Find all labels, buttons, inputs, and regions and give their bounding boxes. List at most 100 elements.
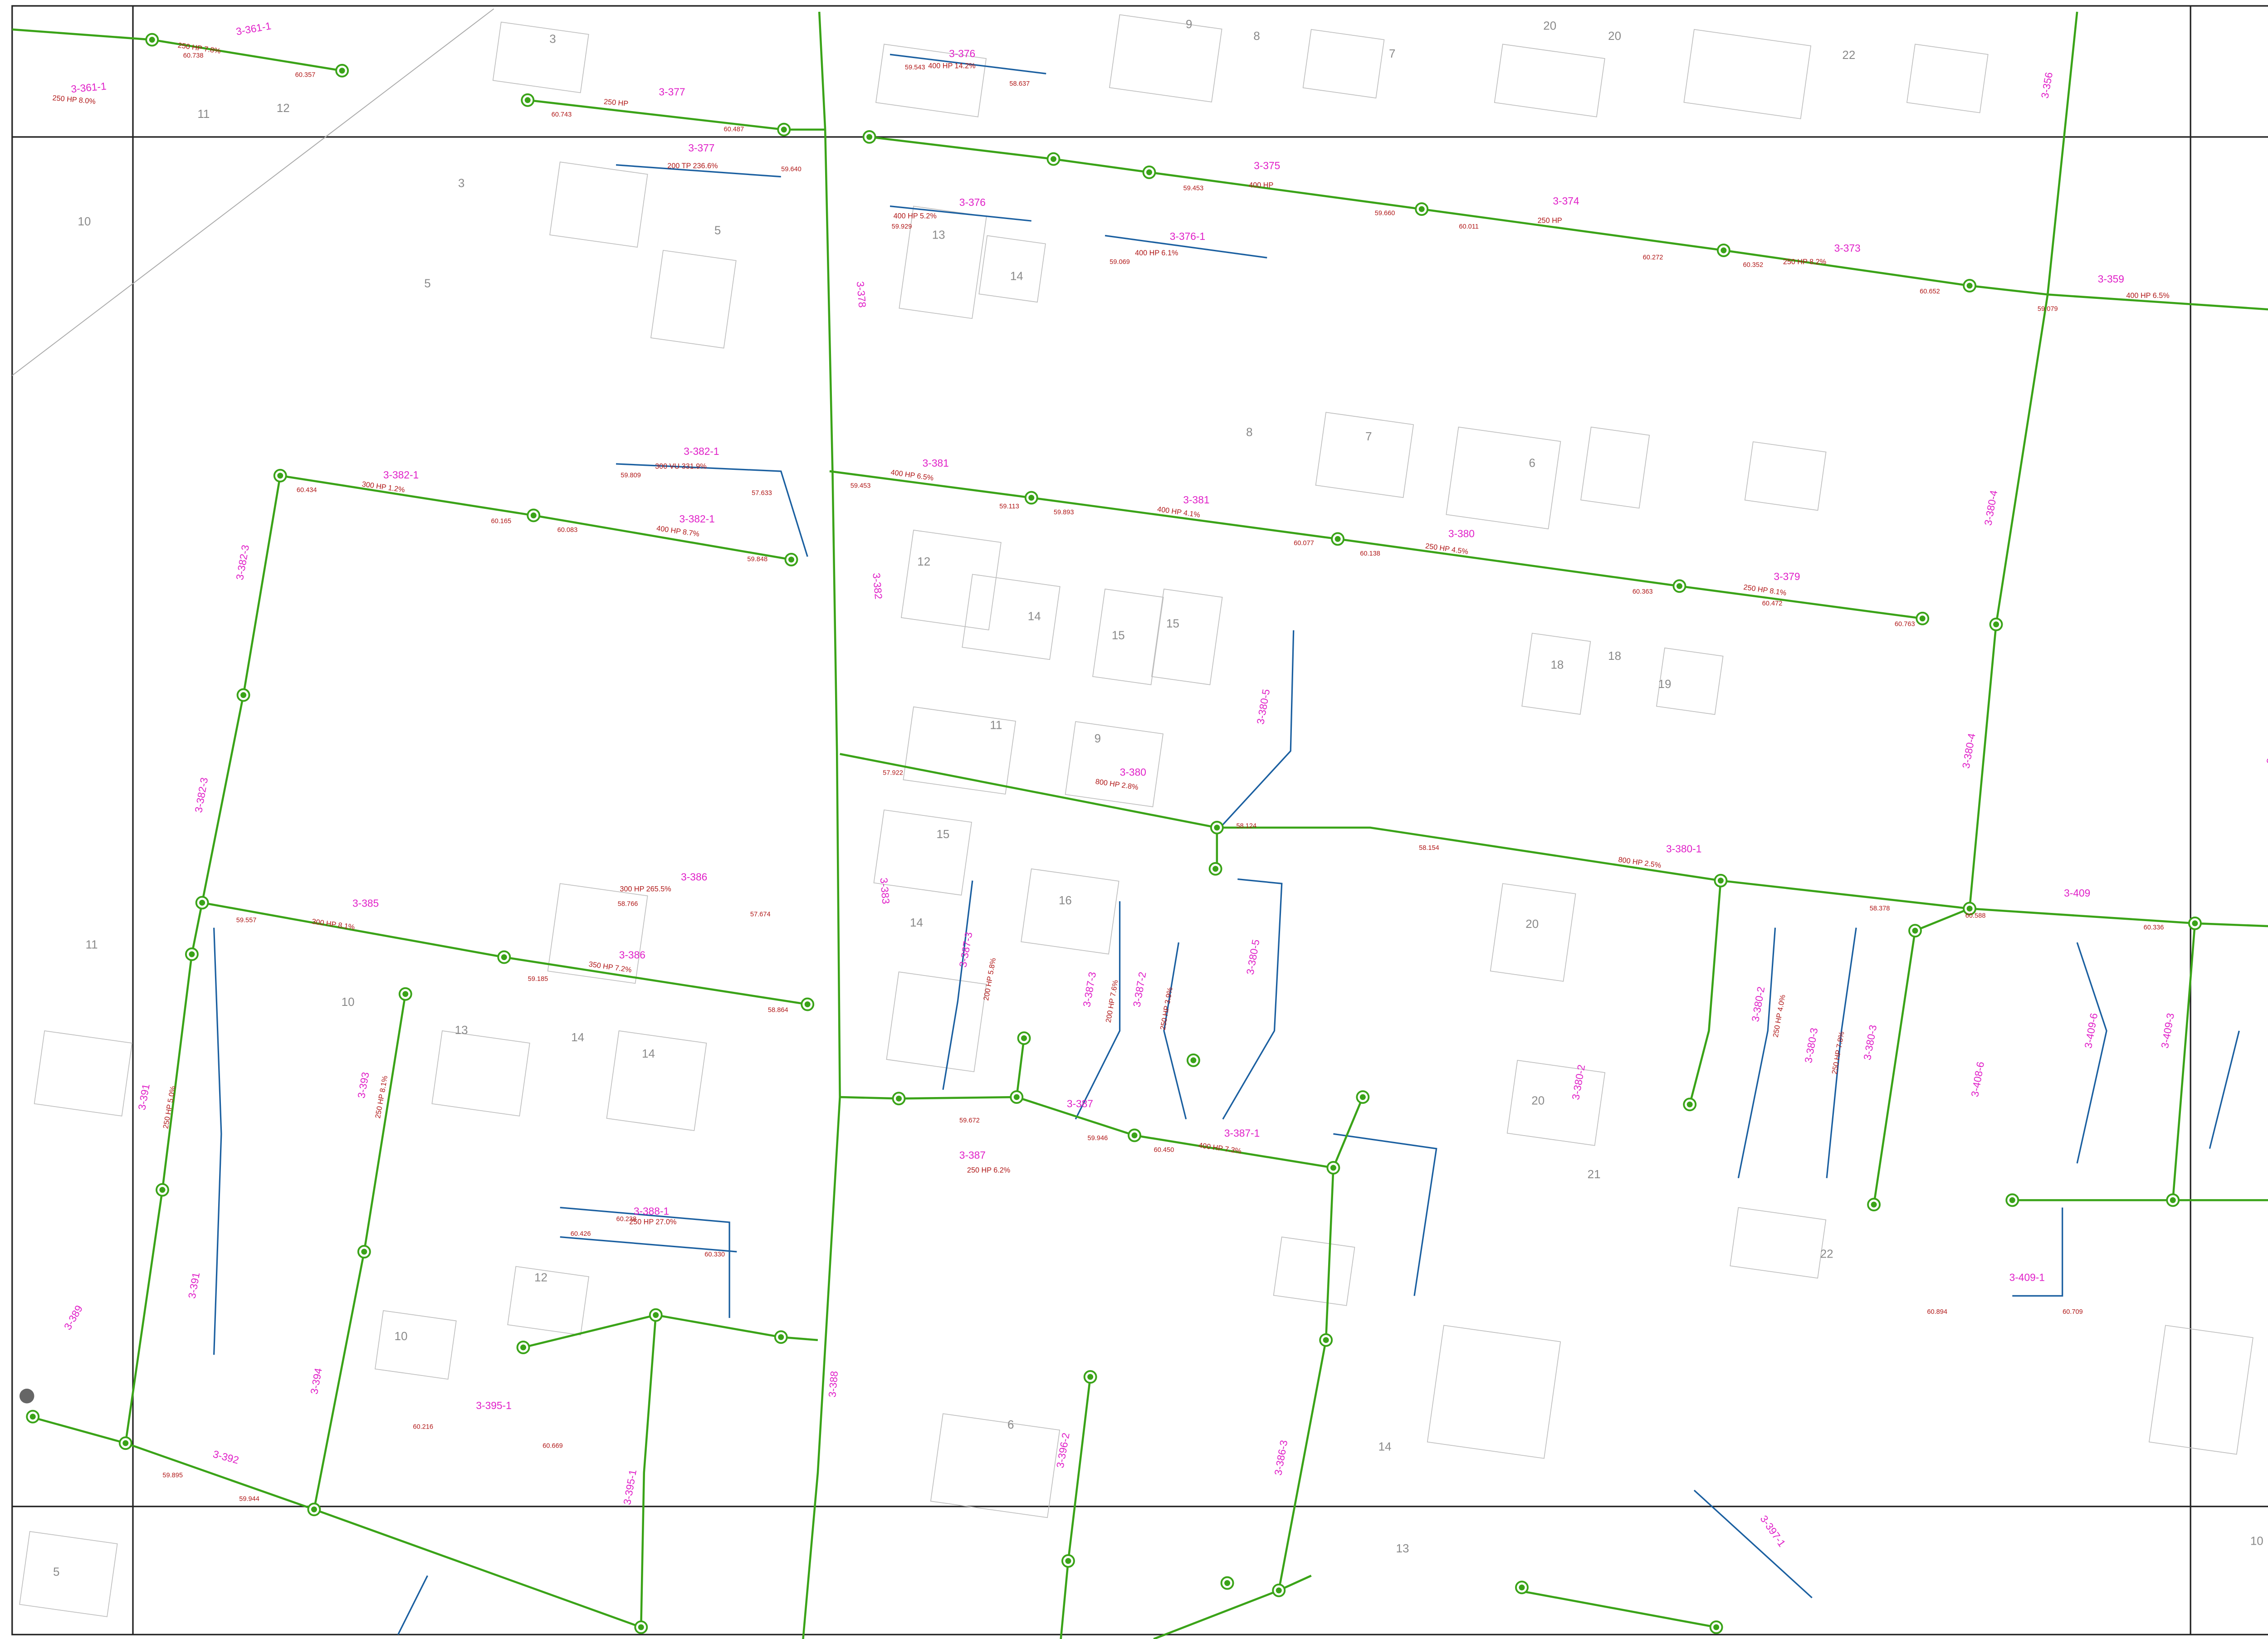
manhole [189, 951, 195, 957]
sewer-pipe [29, 1415, 642, 1629]
building [2148, 1325, 2253, 1455]
elevation: 59.809 [621, 472, 641, 479]
elevation: 59.893 [1054, 509, 1074, 516]
building [1315, 412, 1414, 498]
block-number: 5 [424, 277, 430, 290]
lateral [1222, 630, 1295, 825]
elevation: 58.864 [768, 1006, 788, 1014]
laterals [213, 54, 2240, 1635]
manhole [1717, 878, 1724, 884]
block-number: 16 [1059, 893, 1072, 907]
block-number: 19 [1658, 677, 1672, 691]
pipe-spec: 300 HP 265.5% [620, 885, 671, 893]
lateral [2076, 942, 2107, 1164]
sheet-frame [11, 5, 2268, 1635]
lateral [1163, 942, 1187, 1120]
block-number: 15 [1112, 629, 1125, 642]
manhole [149, 37, 155, 43]
building [978, 235, 1046, 303]
building [34, 1030, 133, 1117]
lateral [1333, 1133, 1437, 1296]
building [1151, 588, 1223, 685]
manhole [240, 692, 247, 698]
pipe-id: 3-409-1 [2009, 1271, 2045, 1283]
block-number: 20 [1543, 19, 1556, 32]
elevation: 57.633 [752, 490, 772, 497]
pipe-spec: 400 HP 5.2% [894, 212, 937, 220]
building [1065, 721, 1164, 807]
elevation: 60.336 [2144, 924, 2164, 932]
elevation: 60.363 [1633, 588, 1653, 595]
block-number: 10 [342, 995, 355, 1009]
lateral [2012, 1207, 2063, 1297]
elevation: 58.637 [1009, 80, 1030, 88]
manhole [1131, 1132, 1138, 1138]
elevation: 60.238 [616, 1215, 636, 1223]
manhole [1050, 156, 1056, 162]
block-number: 10 [78, 215, 91, 228]
elevation: 60.738 [183, 52, 204, 59]
pipe-spec: 200 TP 236.6% [667, 162, 718, 170]
pipe-id: 3-380 [1120, 766, 1146, 778]
pipe-id: 3-395-1 [476, 1400, 511, 1411]
building [1494, 44, 1605, 117]
pipe-id: 3-381 [923, 457, 949, 469]
manhole [501, 954, 507, 961]
manhole [2192, 920, 2198, 927]
manhole [778, 1334, 784, 1340]
elevation: 60.216 [413, 1423, 433, 1430]
block-number: 20 [1525, 917, 1539, 931]
building [606, 1030, 707, 1131]
pipe-id: 3-387 [959, 1149, 986, 1161]
block-number: 8 [1253, 29, 1260, 43]
elevation: 58.124 [1236, 822, 1256, 829]
lateral [890, 54, 1046, 74]
manhole [159, 1187, 166, 1193]
elevation: 59.543 [905, 64, 925, 71]
elevation: 60.588 [1965, 912, 1986, 920]
pipe-spec: 400 HP [1249, 181, 1273, 189]
block-number: 13 [1396, 1541, 1409, 1555]
pipe-id: 3-359 [2098, 273, 2124, 285]
elevation: 60.763 [1895, 621, 1915, 628]
pipe-id: 3-377 [659, 86, 685, 98]
block-number: 5 [53, 1565, 59, 1579]
building [903, 706, 1016, 795]
pipe-spec: 400 HP 6.1% [1135, 249, 1178, 257]
block-number: 21 [1588, 1167, 1601, 1181]
block-number: 12 [277, 101, 290, 115]
manhole [896, 1095, 902, 1102]
manholes [20, 33, 2202, 1634]
manhole [1676, 583, 1682, 589]
manhole [1028, 495, 1035, 501]
pipe-id: 3-357 [2264, 737, 2268, 765]
manhole [653, 1312, 659, 1318]
lateral [1737, 927, 1776, 1178]
manhole [524, 97, 531, 103]
building [1109, 14, 1222, 102]
lateral [213, 927, 222, 1355]
elevation: 57.674 [750, 911, 771, 918]
pipe-id: 3-381 [1183, 494, 1209, 506]
manhole [1912, 927, 1918, 934]
pipe-id: 3-382-1 [684, 445, 719, 457]
building [900, 530, 1002, 630]
manhole [1013, 1094, 1020, 1100]
pipe-spec: 400 HP 14.2% [928, 62, 975, 70]
elevation: 60.652 [1920, 288, 1940, 295]
block-number: 18 [1551, 658, 1564, 672]
manhole [1190, 1057, 1197, 1063]
manhole [29, 1414, 36, 1420]
manhole [1519, 1584, 1525, 1590]
sewer-pipe [1688, 880, 1722, 1105]
elevation: 60.138 [1360, 550, 1380, 557]
border [11, 5, 2268, 1635]
elevation: 59.946 [1088, 1135, 1108, 1142]
pipe-id: 3-386 [681, 871, 707, 883]
manhole [402, 991, 409, 997]
elevation: 60.330 [704, 1251, 725, 1258]
pipe-id: 3-377 [688, 142, 714, 154]
elevation: 60.077 [1294, 540, 1314, 547]
pipe-id: 3-376-1 [1170, 230, 1205, 242]
